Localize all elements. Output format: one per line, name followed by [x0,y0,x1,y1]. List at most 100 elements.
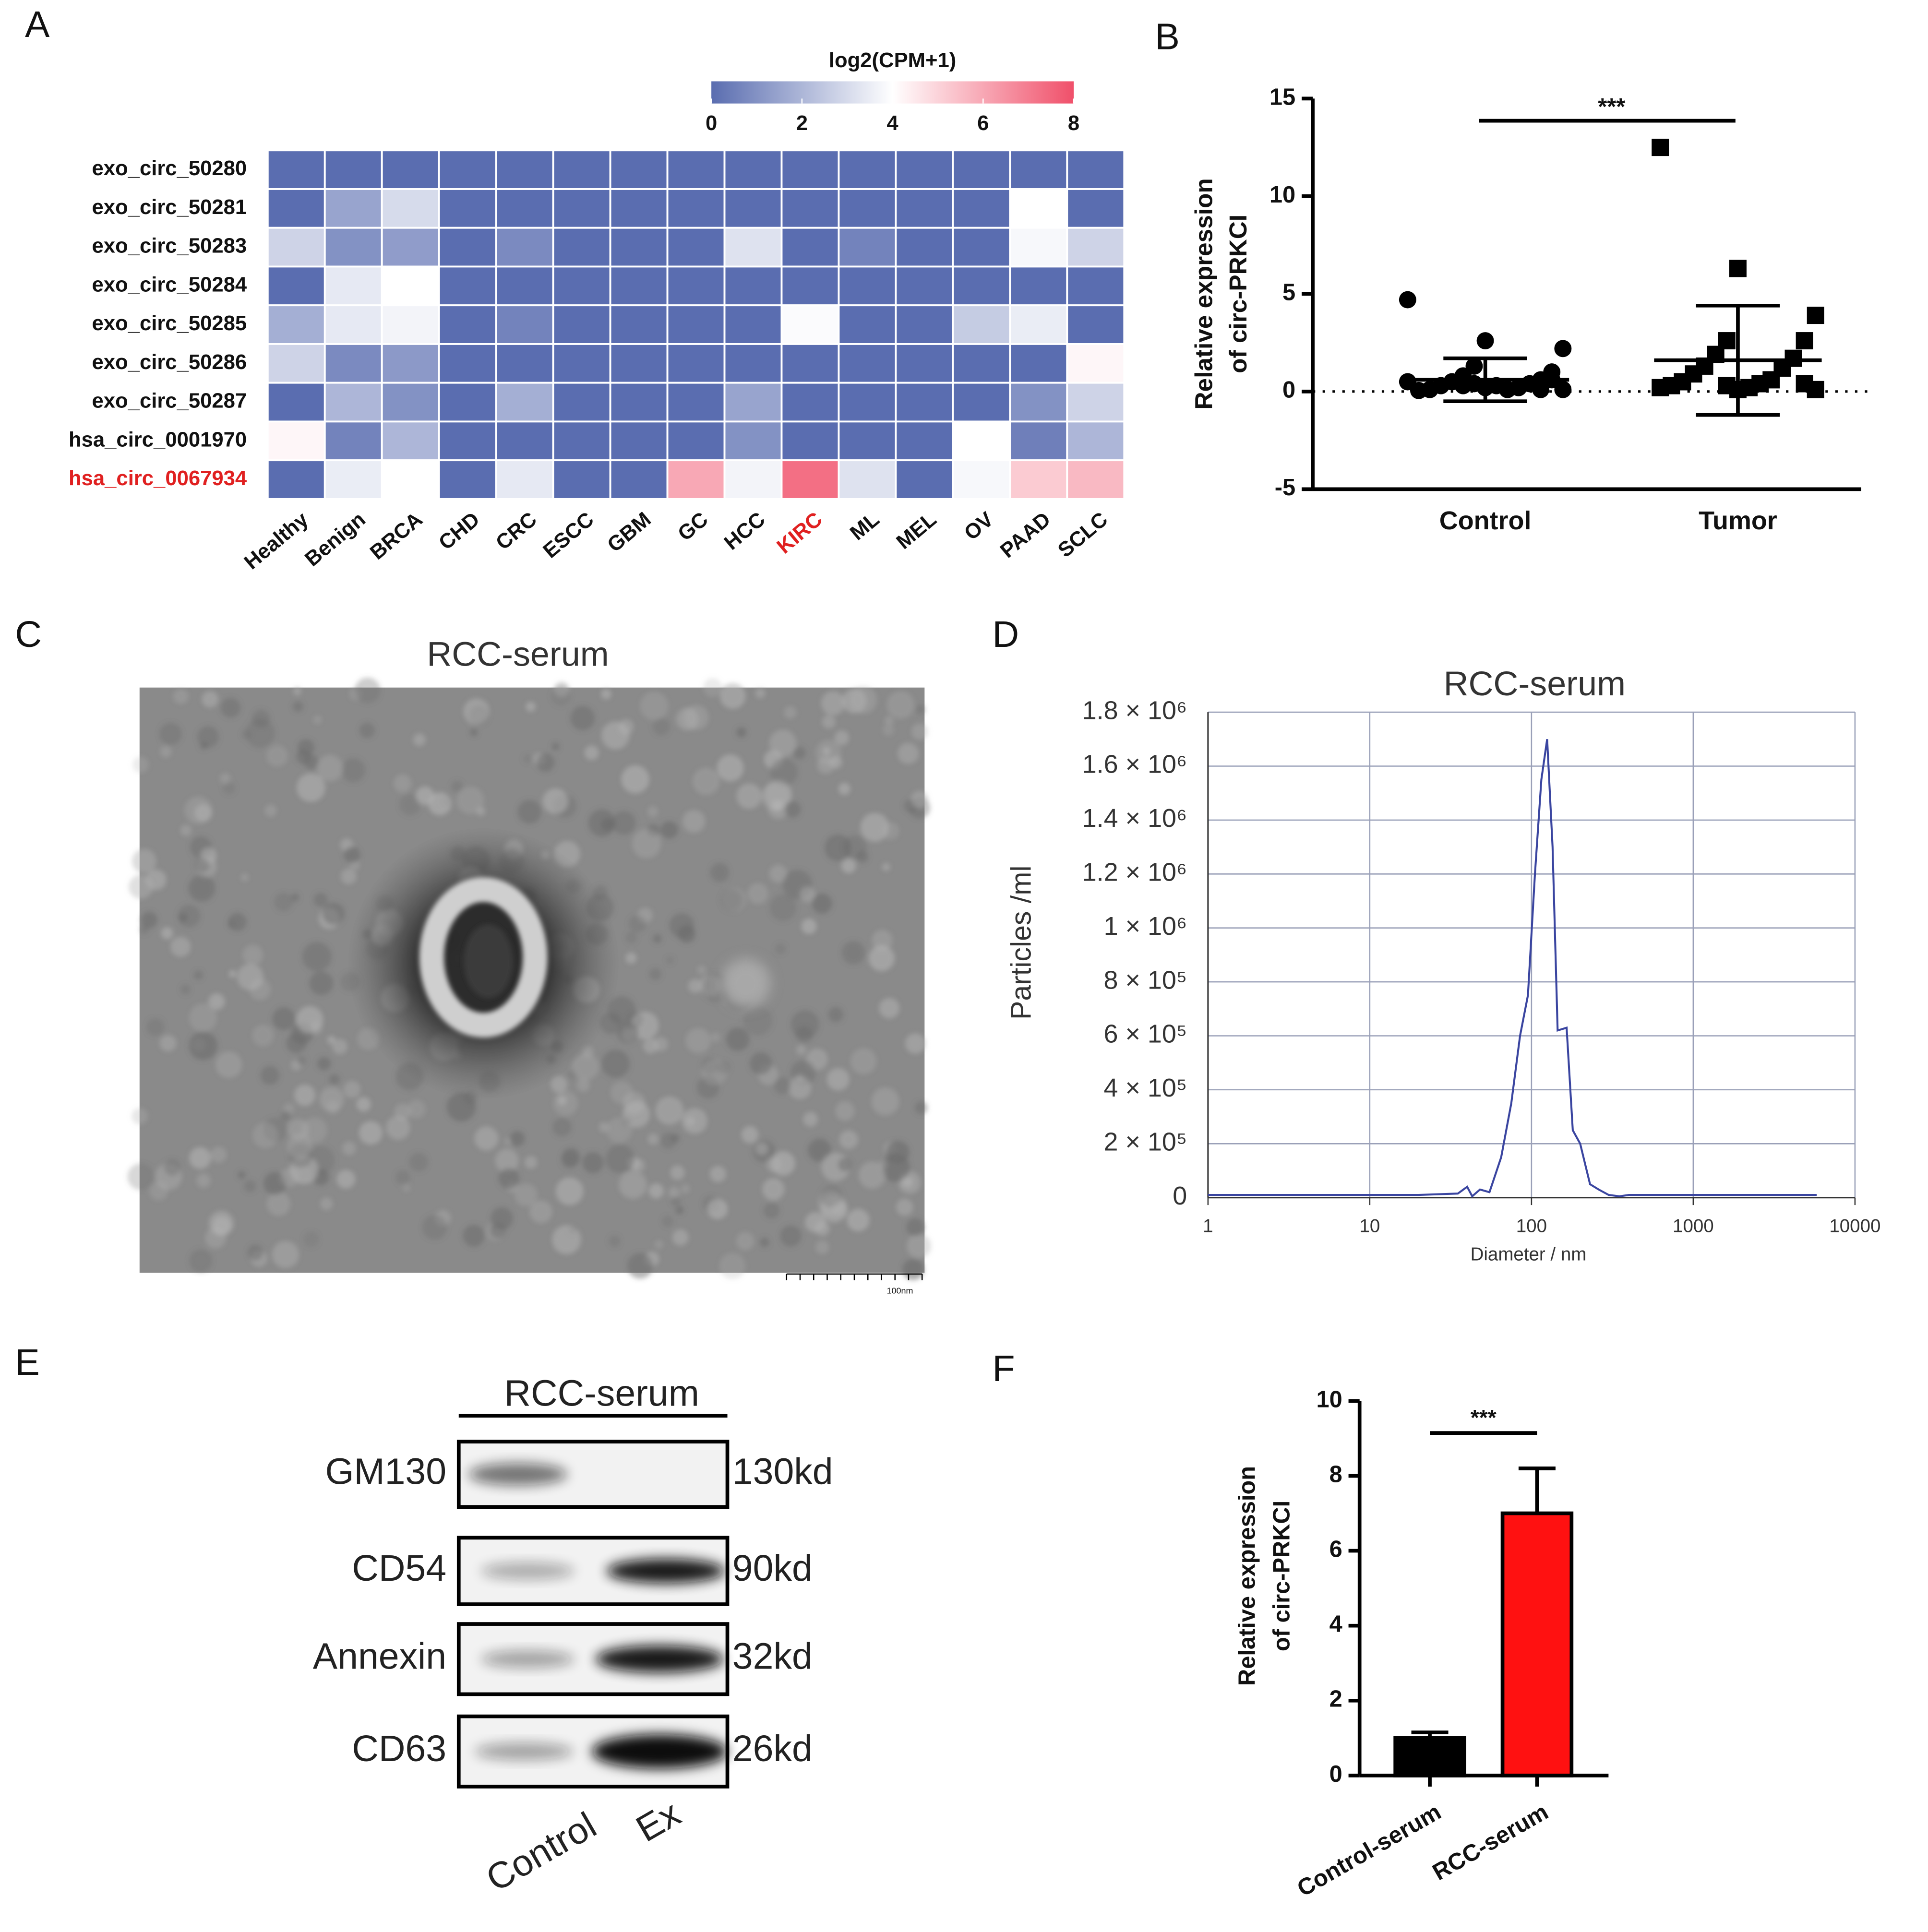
blot-band [475,1742,574,1760]
heatmap-cell [609,382,669,423]
texture-spot [649,968,662,980]
texture-spot [678,925,696,943]
texture-spot [898,743,919,764]
heatmap-cell [1009,459,1068,500]
texture-spot [685,1028,711,1053]
heatmap-cell [438,265,497,307]
heatmap-cell [609,343,669,384]
heatmap-cell [266,382,326,423]
texture-spot [628,915,647,933]
heatmap-cell [381,188,440,229]
texture-spot [272,1007,296,1030]
blot-label: Annexin [313,1636,446,1677]
y-axis-label: Relative expression [1190,178,1217,409]
column-label: PAAD [996,507,1055,562]
texture-spot [601,1049,630,1078]
texture-spot [655,1096,684,1125]
texture-spot [749,1052,772,1075]
y-tick-label: 5 [1282,279,1295,305]
heatmap-cell [266,343,326,384]
y-tick-label: 1.4 × 10⁶ [1082,804,1187,833]
texture-spot [878,1160,887,1169]
column-label: Healthy [240,507,313,574]
texture-spot [884,716,894,726]
heatmap-cell [838,420,897,462]
texture-spot [800,886,815,902]
texture-spot [648,1183,664,1199]
heatmap-cell [952,382,1011,423]
colorbar-tick-label: 6 [977,111,989,135]
texture-spot [709,1166,726,1182]
texture-spot [561,1152,578,1169]
x-tick-label: 10000 [1829,1216,1880,1237]
texture-spot [770,758,798,786]
texture-spot [403,1184,411,1192]
texture-spot [463,698,490,725]
texture-spot [332,1039,347,1054]
texture-spot [297,773,325,802]
texture-spot [189,1031,218,1061]
y-tick-label: 4 [1329,1611,1342,1637]
texture-spot [653,934,662,943]
heatmap-cell [438,420,497,462]
heatmap-cell [609,188,669,229]
texture-spot [675,1206,684,1215]
texture-spot [736,783,762,809]
heatmap-cell [1009,265,1068,307]
texture-spot [394,1103,411,1121]
texture-spot [822,715,836,729]
blot-size: 26kd [732,1728,813,1769]
y-tick-label: 10 [1317,1386,1342,1412]
texture-spot [159,723,182,745]
row-label: exo_circ_50287 [92,389,247,413]
texture-spot [601,818,614,831]
heatmap-cell [609,265,669,307]
texture-spot [409,1153,428,1172]
texture-spot [551,686,571,706]
texture-spot [915,704,925,715]
heatmap-cell [438,459,497,500]
heatmap-cell [381,265,440,307]
texture-spot [871,1087,899,1116]
heatmap-cell [1066,265,1126,307]
texture-spot [555,1177,584,1205]
texture-spot [886,1141,910,1164]
particle [721,958,771,1008]
texture-spot [294,1085,316,1106]
heatmap-cell [323,304,383,345]
heatmap-cell [266,304,326,345]
texture-spot [193,970,203,980]
x-tick-label: Control [1439,506,1532,535]
heatmap-cell [952,304,1011,345]
heatmap-cell [438,343,497,384]
texture-spot [291,893,299,902]
heatmap-cell [552,343,611,384]
blot-label: CD54 [352,1548,446,1589]
heatmap-cell [552,420,611,462]
column-label: OV [959,507,998,545]
texture-spot [609,1235,621,1247]
heatmap-cell [723,149,783,190]
texture-spot [662,1216,673,1227]
texture-spot [769,894,797,921]
heatmap-cell [723,227,783,268]
heatmap-cell [895,459,954,500]
data-point [1532,381,1550,398]
column-label: HCC [719,507,769,554]
significance-label: *** [1471,1405,1497,1430]
texture-spot [188,874,216,902]
data-point [1465,357,1483,375]
heatmap-cell [895,188,954,229]
texture-spot [812,893,832,914]
texture-spot [618,1170,647,1199]
heatmap-cell [723,304,783,345]
texture-spot [341,758,366,783]
texture-spot [132,756,149,773]
texture-spot [317,1057,331,1071]
texture-spot [446,1092,476,1122]
heatmap-cell [266,420,326,462]
heatmap-cell [381,382,440,423]
texture-spot [601,721,630,750]
y-tick-label: 1.8 × 10⁶ [1082,696,1187,725]
error-bar [1443,356,1527,404]
